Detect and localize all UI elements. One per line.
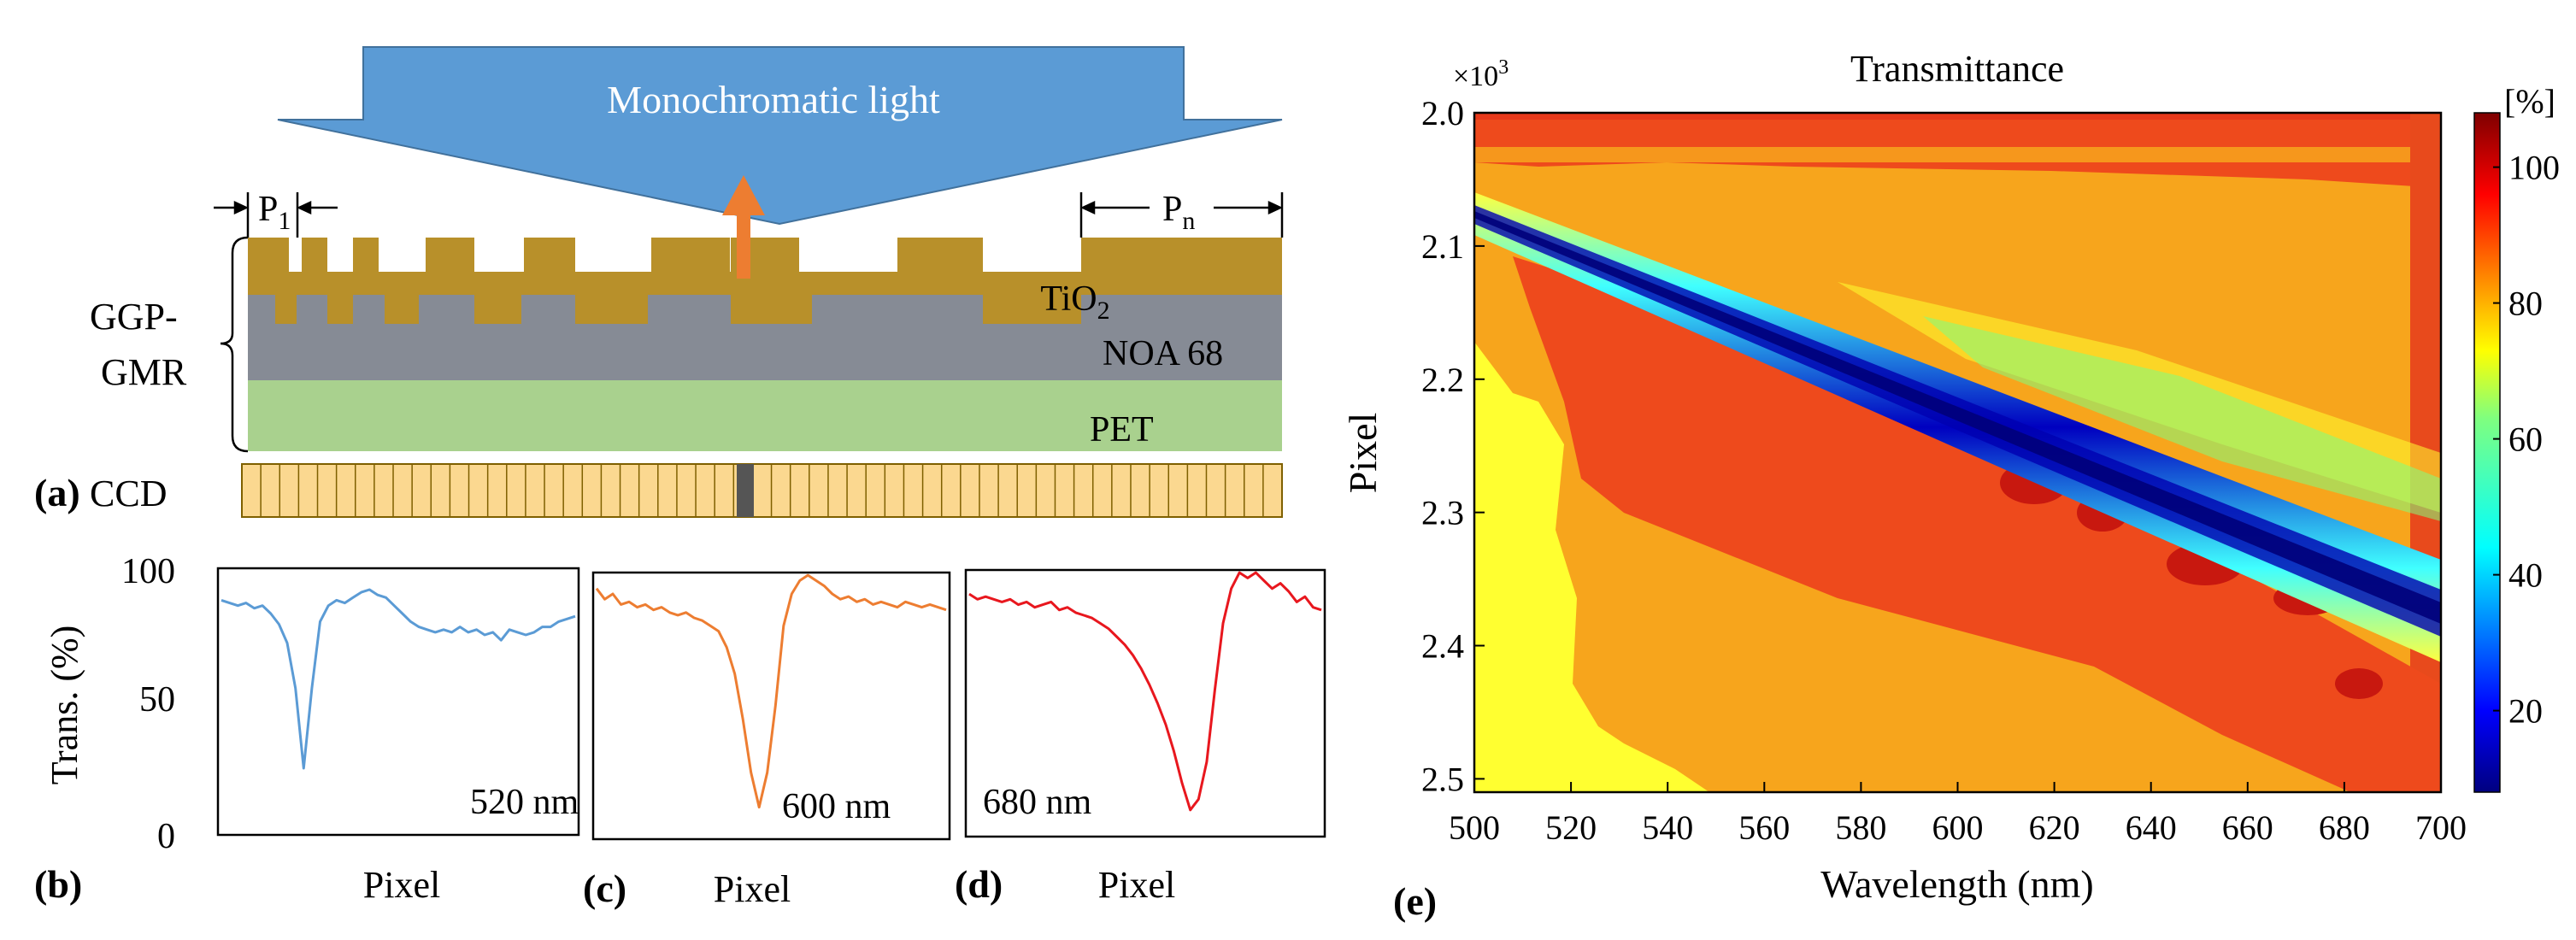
panel-d-xlabel: Pixel	[1098, 864, 1175, 906]
pn-annotation	[1079, 192, 1284, 238]
heatmap-ytick-label: 2.4	[1421, 627, 1464, 666]
panel-b-frame	[216, 567, 580, 837]
colorbar-tick-label: 100	[2508, 149, 2560, 187]
p1-label: P1	[258, 190, 291, 235]
colorbar-ticks: 100 80 60 40 20	[2493, 149, 2560, 731]
ccd-active-cell	[737, 464, 754, 517]
panel-c-label: (c)	[583, 867, 626, 910]
heatmap-xtick-label: 580	[1835, 808, 1886, 847]
heatmap-xticks: 500 520 540 560 580 600 620 640 660 680 700	[1449, 782, 2467, 847]
heatmap-xtick-label: 540	[1642, 808, 1693, 847]
heatmap-title: Transmittance	[1850, 48, 2064, 90]
heatmap-xtick-label: 520	[1545, 808, 1597, 847]
pet-layer	[248, 380, 1282, 451]
light-arrow	[277, 46, 1283, 226]
spectra-panels: Trans. (%) 100 50 0 520 nm (b) Pixel 600…	[34, 552, 1326, 910]
heatmap-ytick-label: 2.3	[1421, 494, 1464, 532]
heatmap-ylabel: Pixel	[1341, 413, 1385, 494]
panel-d-label: (d)	[955, 862, 1003, 906]
panel-b-spectrum-line	[221, 588, 576, 770]
heatmap-xtick-label: 680	[2319, 808, 2370, 847]
heatmap-xtick-label: 640	[2126, 808, 2177, 847]
panel-d-spectrum-line	[968, 571, 1322, 812]
panel-c-spectrum-line	[595, 573, 947, 809]
heatmap-ytick-label: 2.0	[1421, 94, 1464, 132]
colorbar-tick-label: 40	[2508, 556, 2543, 595]
arrow-text: Monochromatic light	[607, 78, 940, 121]
pet-label: PET	[1090, 410, 1154, 449]
heatmap-exponent: ×103	[1453, 56, 1509, 92]
pn-label: Pn	[1162, 190, 1195, 235]
panel-a-schematic: Monochromatic light	[34, 46, 1284, 518]
panel-b-wavelength: 520 nm	[470, 783, 579, 822]
colorbar-tick-label: 20	[2508, 692, 2543, 731]
heatmap-xlabel: Wavelength (nm)	[1820, 862, 2093, 906]
heatmap-ytick-label: 2.1	[1421, 227, 1464, 266]
heatmap-xtick-label: 700	[2415, 808, 2467, 847]
heatmap-xtick-label: 560	[1738, 808, 1790, 847]
panel-c-xlabel: Pixel	[714, 868, 791, 910]
heatmap-xtick-label: 620	[2029, 808, 2080, 847]
gmr-label-line2: GMR	[101, 351, 187, 393]
heatmap-xtick-label: 500	[1449, 808, 1500, 847]
panel-e-heatmap: Transmittance ×103	[1341, 48, 2560, 923]
ccd-label: CCD	[90, 473, 167, 514]
ccd-bar	[241, 463, 1283, 518]
heatmap-xtick-label: 660	[2222, 808, 2273, 847]
ccd-cells	[260, 464, 1264, 517]
gmr-label-line1: GGP-	[90, 296, 178, 338]
noa-label: NOA 68	[1103, 334, 1223, 373]
emit-arrow	[722, 175, 765, 279]
colorbar-tick-label: 60	[2508, 420, 2543, 459]
panel-c-wavelength: 600 nm	[782, 787, 891, 826]
p1-annotation	[214, 192, 338, 238]
panel-d-frame	[964, 568, 1326, 838]
panel-c-frame	[591, 571, 951, 841]
heatmap-ytick-label: 2.2	[1421, 361, 1464, 399]
panel-b-xlabel: Pixel	[363, 864, 440, 906]
panel-b-label: (b)	[34, 862, 82, 906]
panel-a-label: (a)	[34, 471, 80, 514]
panel-d-wavelength: 680 nm	[983, 783, 1092, 822]
heatmap-field	[1474, 113, 2441, 792]
ytick-0: 0	[157, 817, 175, 856]
spectra-ylabel: Trans. (%)	[44, 626, 85, 785]
heatmap-ytick-label: 2.5	[1421, 760, 1464, 798]
colorbar	[2473, 112, 2501, 793]
ytick-50: 50	[139, 680, 175, 720]
gmr-bracket	[220, 236, 249, 453]
panel-e-label: (e)	[1393, 879, 1437, 923]
tio2-grating-top	[248, 238, 1282, 272]
tio2-label: TiO2	[1040, 279, 1109, 325]
heatmap-xtick-label: 600	[1932, 808, 1984, 847]
heatmap-yticks: 2.0 2.1 2.2 2.3 2.4 2.5	[1421, 94, 1485, 798]
ytick-100: 100	[121, 552, 175, 591]
tio2-layer	[248, 272, 1282, 295]
colorbar-tick-label: 80	[2508, 285, 2543, 323]
tio2-grating-bottom	[275, 295, 1081, 324]
colorbar-unit: [%]	[2504, 82, 2555, 120]
